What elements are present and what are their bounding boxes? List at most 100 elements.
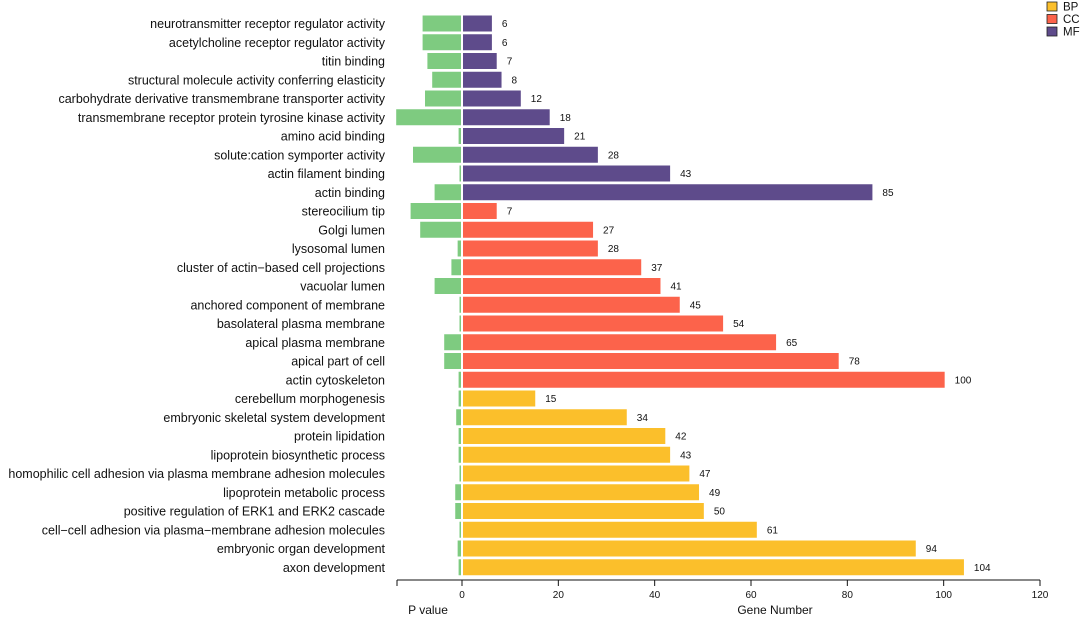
value-label: 43	[680, 169, 692, 180]
gene-number-bar	[463, 71, 502, 88]
value-label: 78	[849, 357, 861, 368]
gene-number-bar	[463, 34, 492, 51]
pvalue-bar	[458, 371, 461, 388]
gene-number-bar	[463, 109, 550, 126]
value-label: 45	[690, 300, 702, 311]
pvalue-bar	[427, 53, 461, 69]
tick-label: 80	[842, 590, 854, 601]
category-label: protein lipidation	[294, 430, 385, 444]
pvalue-bar	[459, 165, 461, 182]
category-label: homophilic cell adhesion via plasma memb…	[8, 467, 385, 481]
pvalue-bar	[396, 109, 461, 126]
value-label: 94	[926, 544, 938, 555]
value-label: 28	[608, 150, 620, 161]
legend-label: BP	[1063, 2, 1079, 14]
category-label: neurotransmitter receptor regulator acti…	[150, 17, 386, 31]
value-label: 42	[675, 432, 687, 443]
legend-swatch	[1046, 14, 1058, 24]
value-label: 27	[603, 225, 615, 236]
value-label: 54	[733, 319, 745, 330]
gene-number-bar	[463, 221, 594, 238]
legend-swatch	[1046, 26, 1058, 37]
category-label: amino acid binding	[281, 130, 385, 144]
value-label: 7	[507, 207, 513, 218]
pvalue-bar	[420, 221, 461, 238]
gene-number-bar	[463, 540, 916, 557]
value-label: 65	[786, 338, 798, 349]
tick-label: 60	[745, 590, 757, 601]
gene-number-bar	[463, 184, 873, 201]
category-label: cerebellum morphogenesis	[235, 392, 385, 406]
value-labels: 6678121821284385727283741455465781001534…	[502, 19, 991, 574]
pvalue-bar	[457, 240, 461, 257]
tick-label: 100	[935, 590, 952, 601]
gene-number-bar	[463, 465, 690, 482]
category-label: lysosomal lumen	[292, 242, 385, 256]
gene-number-bar	[463, 484, 700, 501]
pvalue-bar	[413, 146, 461, 163]
category-label: structural molecule activity conferring …	[128, 73, 386, 87]
gene-number-bar	[463, 15, 492, 32]
pvalue-bar	[456, 409, 461, 426]
category-label: basolateral plasma membrane	[217, 317, 385, 331]
category-label: carbohydrate derivative transmembrane tr…	[58, 92, 385, 106]
gene-number-bar	[463, 296, 680, 313]
gene-number-bar	[463, 371, 945, 388]
pvalue-bar	[458, 128, 461, 144]
value-label: 100	[955, 375, 972, 386]
pvalue-bar	[458, 559, 461, 576]
pvalue-bar	[459, 296, 461, 313]
gene-number-bar	[463, 409, 627, 426]
legend-label: MF	[1063, 27, 1080, 39]
value-label: 6	[502, 19, 508, 30]
category-label: apical part of cell	[291, 355, 385, 369]
gene-number-bar	[463, 315, 724, 332]
value-label: 21	[574, 132, 586, 143]
category-label: actin filament binding	[268, 167, 385, 181]
gene-number-bar	[463, 334, 777, 351]
pvalue-bar	[432, 71, 461, 88]
value-label: 61	[767, 525, 779, 536]
gene-number-bar	[463, 259, 642, 276]
gene-number-bar	[463, 390, 536, 407]
category-label: Golgi lumen	[318, 223, 385, 237]
pvalue-bar	[459, 465, 461, 482]
value-label: 104	[974, 563, 991, 574]
pvalue-bar	[455, 484, 461, 501]
value-label: 85	[882, 188, 894, 199]
pvalue-bar	[458, 428, 461, 444]
pvalue-bar	[434, 278, 461, 294]
value-label: 43	[680, 450, 692, 461]
category-label: anchored component of membrane	[190, 298, 385, 312]
value-label: 15	[545, 394, 557, 405]
value-label: 12	[531, 94, 543, 105]
gene-number-bar	[463, 278, 661, 294]
tick-label: 20	[553, 590, 565, 601]
category-label: apical plasma membrane	[245, 336, 385, 350]
category-label: titin binding	[322, 55, 385, 69]
pvalue-bar	[451, 259, 461, 276]
category-label: axon development	[283, 561, 386, 575]
category-label: actin binding	[315, 186, 385, 200]
pvalue-bar	[458, 390, 461, 407]
pvalue-axis-title: P value	[408, 603, 448, 617]
tick-label: 40	[649, 590, 661, 601]
pvalue-bar	[458, 446, 461, 463]
pvalue-bar	[410, 203, 461, 219]
category-label: embryonic skeletal system development	[163, 411, 385, 425]
value-label: 28	[608, 244, 620, 255]
category-label: acetylcholine receptor regulator activit…	[169, 36, 386, 50]
category-labels: neurotransmitter receptor regulator acti…	[8, 17, 385, 575]
value-label: 34	[637, 413, 649, 424]
value-label: 37	[651, 263, 663, 274]
pvalue-bar	[459, 521, 461, 538]
gene-number-bar	[463, 428, 666, 444]
pvalue-bars	[396, 15, 461, 576]
value-label: 47	[699, 469, 711, 480]
category-label: embryonic organ development	[217, 542, 386, 556]
gene-number-bars	[463, 15, 964, 576]
category-label: lipoprotein metabolic process	[223, 486, 385, 500]
category-label: lipoprotein biosynthetic process	[211, 448, 385, 462]
pvalue-bar	[459, 315, 461, 332]
